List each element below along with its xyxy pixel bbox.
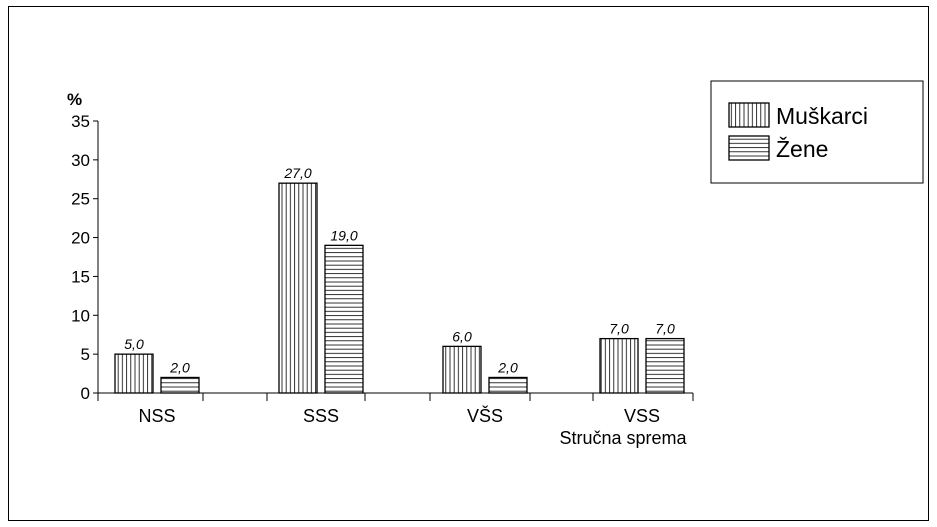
legend-swatch [728, 102, 770, 128]
y-tick-label: 15 [71, 267, 90, 286]
y-axis: 0 5 10 15 20 25 30 35 [71, 112, 99, 403]
bar [278, 182, 318, 394]
bars [114, 182, 685, 394]
y-tick-label: 35 [71, 112, 90, 131]
y-tick-label: 5 [81, 345, 90, 364]
legend-label: Žene [776, 136, 828, 162]
data-label: 7,0 [609, 321, 629, 337]
data-label: 19,0 [330, 227, 357, 243]
legend: Muškarci Žene [710, 80, 924, 184]
data-label: 6,0 [452, 328, 472, 344]
bar [599, 337, 639, 394]
y-tick-label: 20 [71, 229, 90, 248]
x-tick-label: NSS [138, 406, 175, 426]
x-axis: NSS SSS VŠS VSS [97, 392, 694, 426]
x-axis-label: Stručna sprema [559, 428, 687, 448]
legend-box [710, 80, 924, 184]
y-tick-label: 0 [81, 384, 90, 403]
data-labels: 5,0 2,0 27,0 19,0 6,0 2,0 7,0 7,0 [124, 165, 675, 375]
y-tick-label: 30 [71, 151, 90, 170]
data-label: 7,0 [655, 321, 675, 337]
legend-label: Muškarci [776, 103, 868, 129]
bar [442, 345, 482, 394]
data-label: 5,0 [124, 336, 144, 352]
bar [114, 353, 154, 394]
legend-swatch [728, 135, 770, 161]
bar [488, 376, 528, 394]
x-tick-label: VŠS [467, 405, 503, 426]
x-tick-label: VSS [624, 406, 660, 426]
y-axis-label: % [67, 90, 82, 109]
bar [645, 337, 685, 394]
bar [324, 244, 364, 394]
bar [160, 376, 200, 394]
y-tick-label: 25 [71, 190, 90, 209]
data-label: 2,0 [497, 359, 518, 375]
y-tick-label: 10 [71, 306, 90, 325]
data-label: 27,0 [283, 165, 311, 181]
data-label: 2,0 [169, 359, 190, 375]
x-tick-label: SSS [303, 406, 339, 426]
